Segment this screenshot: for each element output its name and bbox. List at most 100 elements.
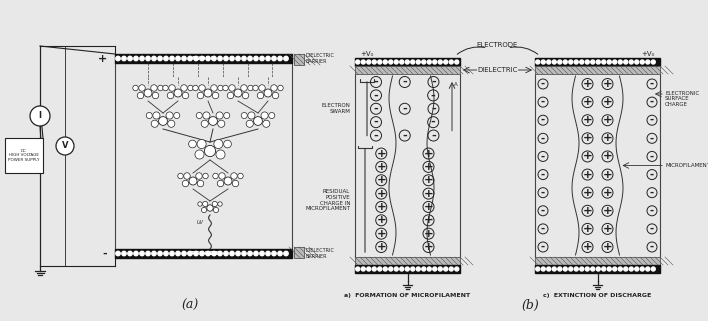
Circle shape xyxy=(224,140,232,148)
Text: +: + xyxy=(583,188,593,198)
Circle shape xyxy=(433,267,437,271)
Text: -: - xyxy=(374,91,378,100)
Text: +: + xyxy=(423,189,433,199)
Circle shape xyxy=(139,85,145,91)
Text: -: - xyxy=(374,131,378,141)
Text: c)  EXTINCTION OF DISCHARGE: c) EXTINCTION OF DISCHARGE xyxy=(543,292,651,298)
Text: -: - xyxy=(650,188,654,198)
Circle shape xyxy=(234,89,242,97)
Circle shape xyxy=(188,251,192,256)
Circle shape xyxy=(405,60,409,64)
Circle shape xyxy=(195,173,202,179)
Text: -: - xyxy=(374,77,378,87)
Text: +: + xyxy=(583,169,593,179)
Text: +: + xyxy=(583,206,593,216)
Circle shape xyxy=(151,85,157,91)
Text: +: + xyxy=(377,175,386,185)
Circle shape xyxy=(536,60,539,64)
Circle shape xyxy=(455,267,459,271)
Circle shape xyxy=(173,112,180,118)
Text: +: + xyxy=(377,242,386,252)
Circle shape xyxy=(246,120,253,127)
Circle shape xyxy=(361,267,365,271)
Text: -: - xyxy=(650,79,654,89)
Bar xyxy=(355,66,460,74)
Circle shape xyxy=(602,60,606,64)
Circle shape xyxy=(618,60,622,64)
Circle shape xyxy=(547,60,551,64)
Circle shape xyxy=(163,85,169,91)
Circle shape xyxy=(236,251,240,256)
Circle shape xyxy=(227,92,234,99)
Circle shape xyxy=(212,251,216,256)
Text: -: - xyxy=(541,97,545,107)
Circle shape xyxy=(188,85,193,91)
Text: +: + xyxy=(603,97,612,107)
Circle shape xyxy=(152,56,156,61)
Circle shape xyxy=(128,251,132,256)
Circle shape xyxy=(232,180,239,187)
Text: I: I xyxy=(38,111,42,120)
Circle shape xyxy=(564,60,567,64)
Text: -: - xyxy=(650,115,654,125)
Circle shape xyxy=(197,139,206,149)
Circle shape xyxy=(278,56,282,61)
Circle shape xyxy=(422,267,426,271)
Circle shape xyxy=(196,112,202,118)
Text: +: + xyxy=(603,133,612,143)
Text: +: + xyxy=(583,152,593,161)
Circle shape xyxy=(378,267,382,271)
Text: -: - xyxy=(103,248,107,258)
Bar xyxy=(535,265,660,273)
Circle shape xyxy=(184,173,190,179)
Circle shape xyxy=(646,60,650,64)
Text: RESIDUAL
POSITIVE
CHARGE IN
MICROFILAMENT: RESIDUAL POSITIVE CHARGE IN MICROFILAMEN… xyxy=(305,189,350,212)
Text: CATHODE: CATHODE xyxy=(187,251,220,256)
Circle shape xyxy=(217,180,224,187)
Circle shape xyxy=(182,92,189,99)
Circle shape xyxy=(164,251,169,256)
Circle shape xyxy=(411,60,415,64)
Circle shape xyxy=(422,60,426,64)
Text: -: - xyxy=(650,133,654,143)
Circle shape xyxy=(361,60,365,64)
Text: -: - xyxy=(402,131,407,141)
Circle shape xyxy=(224,112,230,118)
Text: +: + xyxy=(603,224,612,234)
Circle shape xyxy=(205,145,216,157)
Circle shape xyxy=(116,251,120,256)
Text: A: A xyxy=(454,82,458,86)
Bar xyxy=(535,66,660,74)
Bar xyxy=(535,58,660,66)
Circle shape xyxy=(182,56,186,61)
Circle shape xyxy=(231,173,237,179)
Circle shape xyxy=(586,60,589,64)
Circle shape xyxy=(144,89,152,97)
Text: -: - xyxy=(541,242,545,252)
Circle shape xyxy=(167,92,173,99)
Text: -: - xyxy=(541,115,545,125)
Circle shape xyxy=(405,267,409,271)
Circle shape xyxy=(169,85,176,91)
Circle shape xyxy=(253,117,263,126)
Text: +: + xyxy=(603,188,612,198)
Text: +: + xyxy=(603,242,612,252)
Circle shape xyxy=(400,267,404,271)
Circle shape xyxy=(168,120,175,127)
Circle shape xyxy=(607,60,611,64)
Circle shape xyxy=(266,56,270,61)
Circle shape xyxy=(269,112,275,118)
Circle shape xyxy=(229,85,235,91)
Text: +: + xyxy=(423,242,433,252)
Circle shape xyxy=(444,60,447,64)
Circle shape xyxy=(580,267,584,271)
Circle shape xyxy=(147,112,152,118)
Text: -: - xyxy=(374,104,378,114)
Circle shape xyxy=(122,251,126,256)
Circle shape xyxy=(212,92,219,99)
Text: ELECTRONIC
SURFACE
CHARGE: ELECTRONIC SURFACE CHARGE xyxy=(665,91,700,107)
Text: -: - xyxy=(541,152,545,161)
Circle shape xyxy=(200,251,204,256)
Circle shape xyxy=(206,56,210,61)
Circle shape xyxy=(278,85,283,91)
